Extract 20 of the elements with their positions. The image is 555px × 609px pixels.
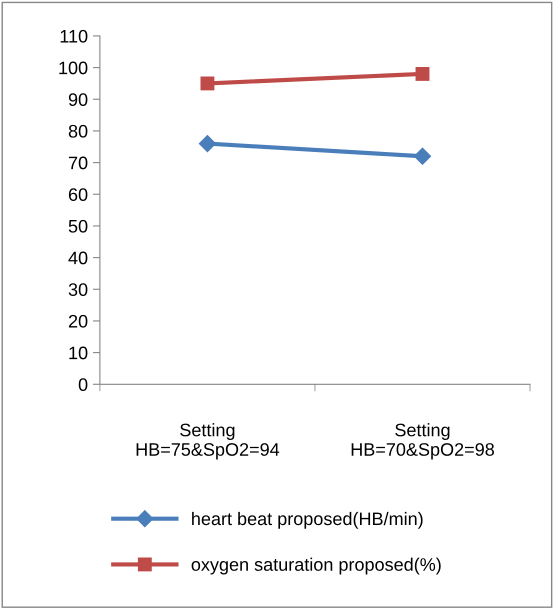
y-tick-label: 50 <box>68 220 88 233</box>
x-tick-label: Setting HB=75&SpO2=94 <box>136 423 280 460</box>
x-tick-label: Setting HB=70&SpO2=98 <box>352 423 494 460</box>
y-tick-label: 90 <box>68 93 88 106</box>
y-tick-label: 110 <box>60 30 88 43</box>
point <box>414 148 432 165</box>
y-tick-label: 80 <box>68 124 88 138</box>
y-tick-label: 20 <box>68 314 88 328</box>
legend-label: oxygen saturation proposed(%) <box>192 558 441 574</box>
y-tick-label: 40 <box>68 252 88 264</box>
point <box>198 135 216 152</box>
y-tick-label: 0 <box>78 378 88 391</box>
y-tick-label: 100 <box>59 62 88 74</box>
y-tick-label: 30 <box>68 283 88 296</box>
y-tick-label: 70 <box>68 156 88 170</box>
y-tick-label: 10 <box>69 346 88 360</box>
y-tick-label: 60 <box>68 188 88 201</box>
point <box>200 76 214 90</box>
point <box>416 66 430 81</box>
legend-label: heart beat proposed(HB/min) <box>192 512 423 529</box>
